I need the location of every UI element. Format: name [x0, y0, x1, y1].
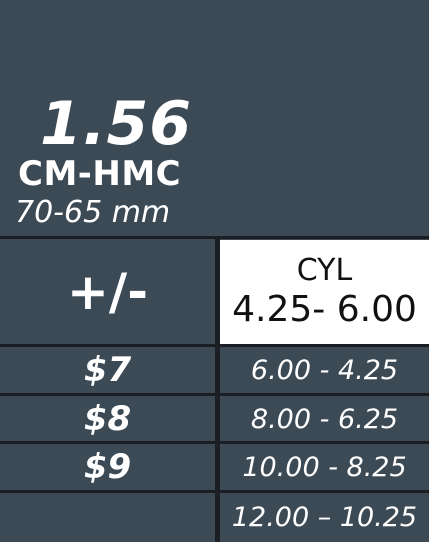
table-row: $8 8.00 - 6.25: [0, 396, 429, 442]
row-divider: [0, 441, 429, 444]
price-cell: [0, 493, 215, 542]
diameter-label: 70-65 mm: [15, 195, 171, 230]
table-row: 12.00 – 10.25: [0, 493, 429, 542]
row-divider: [0, 490, 429, 493]
price-cell: $9: [83, 447, 132, 487]
price-cell: $7: [83, 350, 132, 390]
cyl-column-header: CYL 4.25- 6.00: [220, 240, 429, 344]
cyl-header-range: 4.25- 6.00: [232, 289, 417, 330]
header-row-divider: [0, 344, 429, 347]
cyl-header-title: CYL: [296, 253, 353, 288]
sign-column-header: +/-: [67, 263, 148, 321]
row-divider: [0, 393, 429, 396]
product-header: 1.56 CM-HMC 70-65 mm: [0, 0, 429, 236]
table-top-divider: [0, 236, 429, 239]
column-divider: [215, 236, 220, 542]
cyl-range-cell: 10.00 - 8.25: [242, 451, 407, 483]
table-row: $9 10.00 - 8.25: [0, 444, 429, 490]
lens-index-title: 1.56: [40, 89, 193, 159]
price-cell: $8: [83, 399, 132, 439]
cyl-range-cell: 6.00 - 4.25: [250, 354, 399, 386]
cyl-range-cell: 12.00 – 10.25: [231, 502, 418, 533]
coating-label: CM-HMC: [18, 154, 182, 194]
table-row: $7 6.00 - 4.25: [0, 347, 429, 393]
cyl-range-cell: 8.00 - 6.25: [250, 403, 399, 435]
